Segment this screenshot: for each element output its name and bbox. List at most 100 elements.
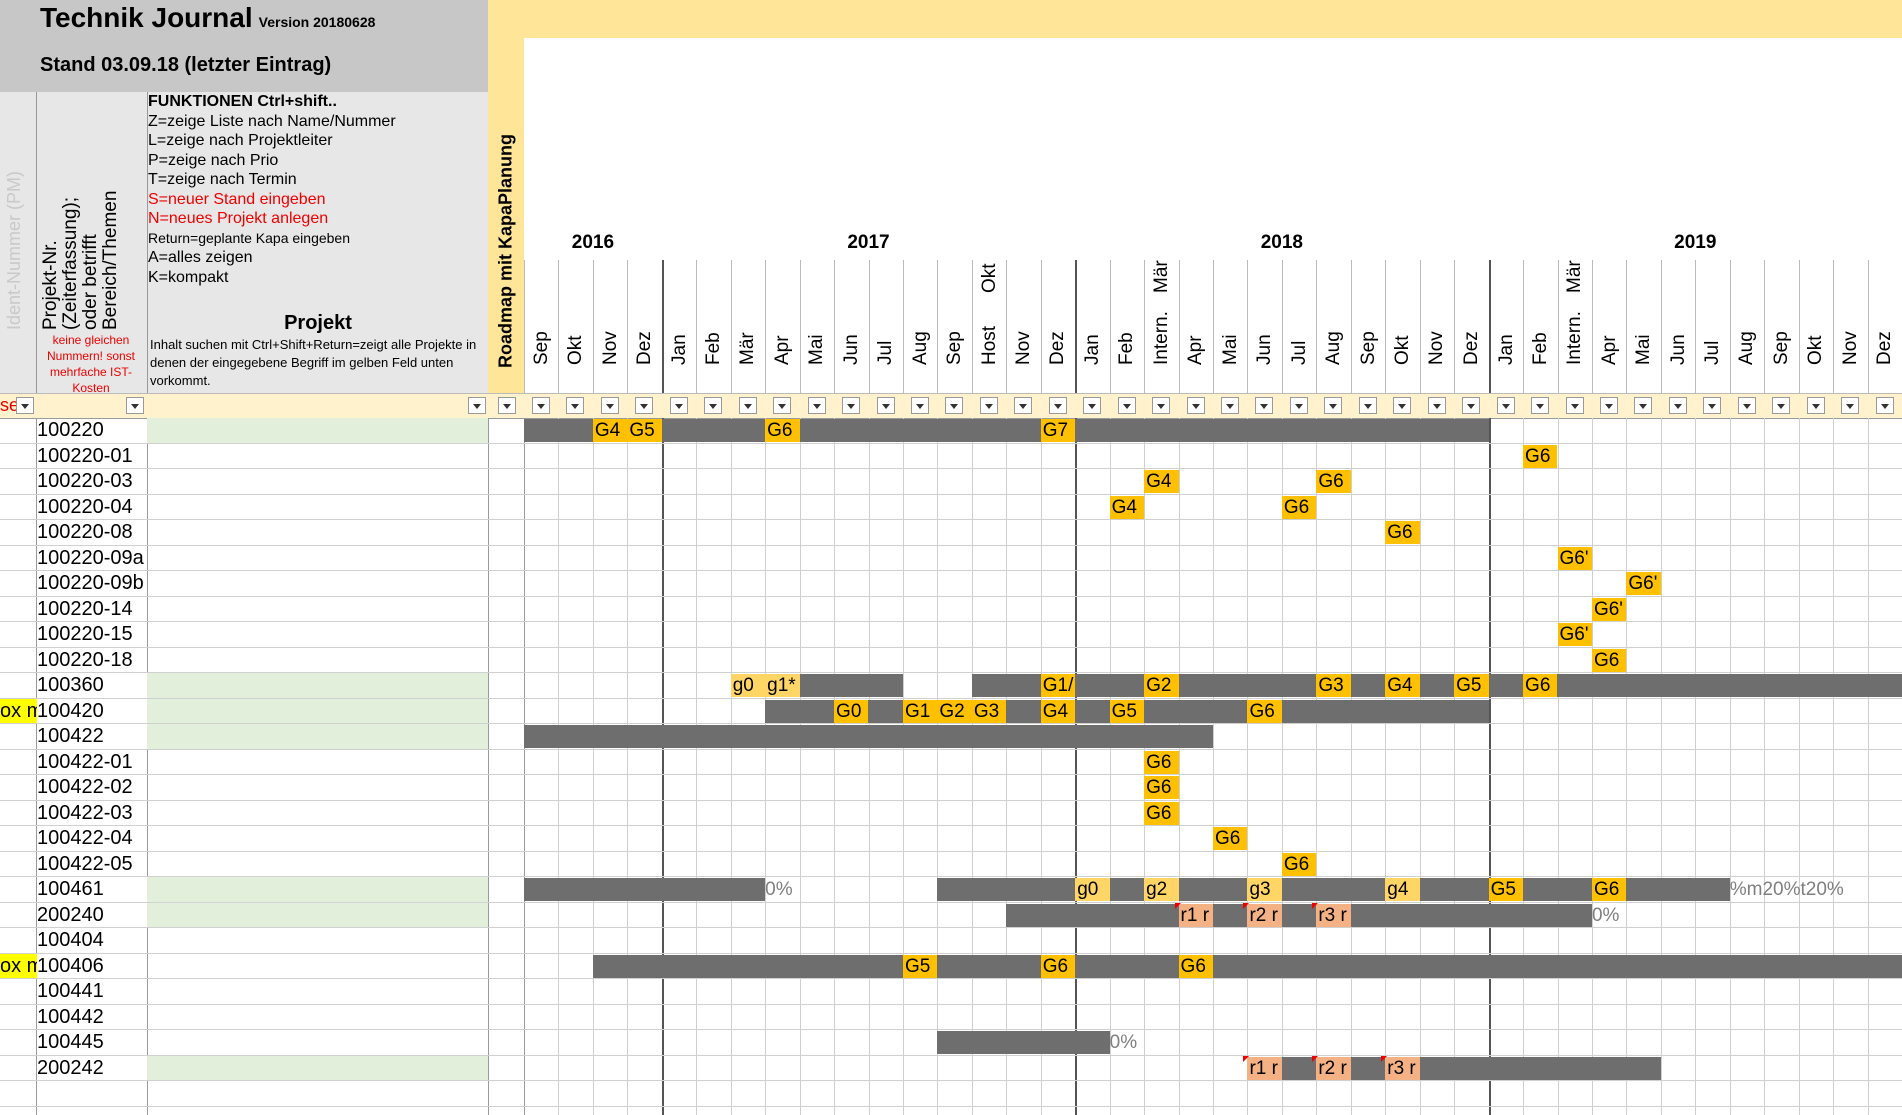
filter-dropdown-button[interactable] [1875, 397, 1894, 414]
project-name-cell[interactable] [147, 954, 488, 979]
project-name-cell[interactable] [147, 877, 488, 902]
filter-dropdown-button[interactable] [1565, 397, 1584, 414]
project-name-cell[interactable] [147, 571, 488, 596]
filter-dropdown-button[interactable] [876, 397, 895, 414]
project-name-cell[interactable] [147, 928, 488, 953]
filter-dropdown-button[interactable] [1289, 397, 1308, 414]
table-row[interactable]: 100220-18 G6 [0, 648, 1902, 673]
filter-dropdown-button[interactable] [1841, 397, 1860, 414]
table-row[interactable]: ox m 100420 G0 G1 G2 G3 G4 G5 G6 [0, 698, 1902, 724]
filter-dropdown-button[interactable] [1634, 397, 1653, 414]
project-name-cell[interactable] [147, 546, 488, 571]
project-name-cell[interactable] [147, 418, 488, 443]
project-name-cell[interactable] [147, 495, 488, 520]
filter-dropdown-button[interactable] [1221, 397, 1239, 414]
table-row[interactable]: 100220-09a G6' [0, 546, 1902, 571]
table-row[interactable]: 200240 r1 r r2 r r3 r 0% [0, 902, 1902, 928]
table-row[interactable]: 100360 g0 g1* G1/G2 G3 G4 G5 G6 [0, 673, 1902, 699]
filter-dropdown-button[interactable] [566, 397, 585, 414]
project-name-cell[interactable] [147, 1030, 488, 1055]
filter-dropdown-button[interactable] [1048, 397, 1067, 414]
table-row[interactable]: 100220-15 G6' [0, 622, 1902, 648]
table-row[interactable]: 100220 G4 G5 G6 G7 [0, 418, 1902, 444]
filter-dropdown-button[interactable] [635, 397, 654, 414]
filter-dropdown-button[interactable] [1324, 397, 1343, 414]
filter-dropdown-button[interactable] [1703, 397, 1722, 414]
project-name-cell[interactable] [147, 1081, 488, 1106]
table-row[interactable]: 100445 0% [0, 1030, 1902, 1056]
table-row[interactable]: 100220-14 G6' [0, 597, 1902, 622]
table-row[interactable]: 100461 g0 g2 g3 g4 G5 G6 0% %m20%t20% [0, 877, 1902, 903]
filter-dropdown-button[interactable] [945, 397, 964, 414]
table-row[interactable]: 100422-01 G6 [0, 750, 1902, 775]
filter-dropdown-button[interactable] [1014, 397, 1033, 414]
table-row[interactable]: 100404 [0, 928, 1902, 954]
filter-dropdown-button[interactable] [1599, 397, 1618, 414]
project-name-cell[interactable] [147, 852, 488, 877]
table-row[interactable]: 100442 [0, 1005, 1902, 1030]
project-name-cell[interactable] [147, 724, 488, 749]
filter-dropdown-button[interactable] [704, 397, 723, 414]
project-name-cell[interactable] [147, 775, 488, 800]
filter-dropdown-button[interactable] [773, 397, 792, 414]
table-row[interactable]: 100422-02 G6 [0, 775, 1902, 801]
filter-dropdown-button[interactable] [807, 397, 826, 414]
table-row[interactable]: 100220-01 G6 [0, 444, 1902, 469]
filter-dropdown-button[interactable] [1531, 397, 1550, 414]
filter-dropdown-button[interactable] [1737, 397, 1756, 414]
project-name-cell[interactable] [147, 444, 488, 469]
project-name-cell[interactable] [147, 750, 488, 775]
filter-dropdown-button[interactable] [979, 397, 998, 414]
filter-dropdown-button[interactable] [1117, 397, 1136, 414]
table-row[interactable]: 200242 r1 r r2 r r3 r [0, 1055, 1902, 1081]
month-header: Sep [937, 260, 971, 393]
filter-dropdown-button[interactable] [468, 397, 486, 414]
table-row[interactable]: 100220-04 G4 G6 [0, 495, 1902, 520]
project-name-cell[interactable] [147, 1055, 488, 1080]
table-row[interactable]: 100422-03 G6 [0, 801, 1902, 826]
filter-dropdown-button[interactable] [1083, 397, 1102, 414]
filter-dropdown-button[interactable] [1186, 397, 1205, 414]
filter-dropdown-button[interactable] [910, 397, 929, 414]
filter-dropdown-button[interactable] [1255, 397, 1274, 414]
project-name-cell[interactable] [147, 826, 488, 851]
table-row[interactable]: 100220-08 G6 [0, 520, 1902, 546]
filter-dropdown-button[interactable] [498, 397, 516, 414]
filter-dropdown-button[interactable] [1358, 397, 1377, 414]
table-row[interactable] [0, 1081, 1902, 1107]
filter-dropdown-button[interactable] [1427, 397, 1446, 414]
project-name-cell[interactable] [147, 673, 488, 698]
project-name-cell[interactable] [147, 520, 488, 545]
filter-dropdown-button[interactable] [1806, 397, 1825, 414]
project-name-cell[interactable] [147, 1005, 488, 1030]
project-name-cell[interactable] [147, 597, 488, 622]
filter-dropdown-button[interactable] [1772, 397, 1791, 414]
project-name-cell[interactable] [147, 648, 488, 673]
table-row[interactable]: ox m 100406 G5 G6 G6 [0, 953, 1902, 979]
filter-dropdown-button[interactable] [1152, 397, 1171, 414]
table-row[interactable]: 100422-05 G6 [0, 852, 1902, 877]
table-row[interactable]: 100220-09b G6' [0, 571, 1902, 597]
project-name-cell[interactable] [147, 469, 488, 494]
table-row[interactable]: 100422 [0, 724, 1902, 750]
project-name-cell[interactable] [147, 622, 488, 647]
filter-dropdown-button[interactable] [1496, 397, 1515, 414]
milestone-gate: G4 [1040, 699, 1076, 723]
project-name-cell[interactable] [147, 979, 488, 1004]
table-row[interactable]: 100422-04 G6 [0, 826, 1902, 852]
table-row[interactable]: 100220-03 G4 G6 [0, 469, 1902, 495]
filter-dropdown-button[interactable] [532, 397, 550, 414]
filter-dropdown-button[interactable] [126, 397, 144, 414]
filter-dropdown-button[interactable] [842, 397, 861, 414]
table-row[interactable]: 100441 [0, 979, 1902, 1005]
filter-dropdown-button[interactable] [1462, 397, 1481, 414]
filter-dropdown-button[interactable] [738, 397, 757, 414]
filter-dropdown-button[interactable] [16, 397, 34, 414]
filter-dropdown-button[interactable] [669, 397, 688, 414]
project-name-cell[interactable] [147, 698, 488, 723]
filter-dropdown-button[interactable] [1393, 397, 1412, 414]
project-name-cell[interactable] [147, 902, 488, 927]
project-name-cell[interactable] [147, 801, 488, 826]
filter-dropdown-button[interactable] [600, 397, 619, 414]
filter-dropdown-button[interactable] [1668, 397, 1687, 414]
